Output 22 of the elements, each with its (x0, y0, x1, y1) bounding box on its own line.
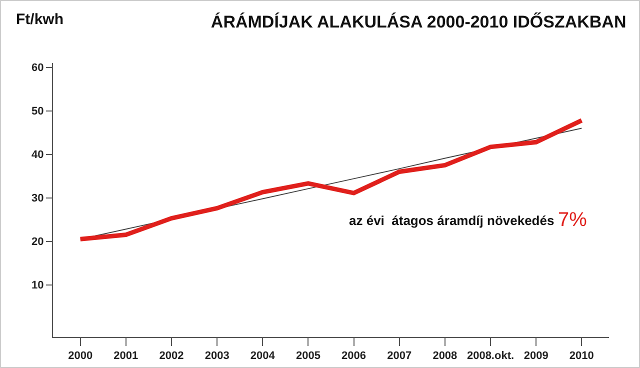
x-tick-label: 2008.okt. (466, 350, 514, 362)
x-tick-label: 2007 (387, 350, 412, 362)
x-tick-label: 2009 (524, 350, 548, 362)
y-tick-label: 20 (32, 236, 44, 248)
y-tick-label: 10 (32, 280, 44, 292)
x-tick-label: 2000 (68, 350, 93, 362)
y-tick-label: 50 (32, 106, 44, 118)
x-tick-label: 2005 (296, 350, 320, 362)
x-tick-label: 2002 (159, 350, 184, 362)
x-tick-label: 2003 (204, 350, 230, 362)
x-tick-label: 2001 (114, 350, 138, 362)
y-tick-label: 60 (32, 62, 44, 74)
annotation: 7% (558, 209, 588, 231)
y-tick-label: 40 (32, 149, 44, 162)
y-axis-title: Ft/kwh (16, 11, 64, 28)
x-tick-label: 2004 (250, 350, 276, 362)
x-tick-label: 2006 (342, 350, 366, 362)
y-tick-label: 30 (32, 192, 44, 205)
x-tick-label: 2008 (432, 350, 458, 362)
annotation: az évi átagos áramdíj növekedés (349, 213, 554, 228)
chart-title: ÁRÁMDÍJAK ALAKULÁSA 2000-2010 IDŐSZAKBAN (210, 12, 626, 32)
x-tick-label: 2010 (569, 350, 594, 362)
